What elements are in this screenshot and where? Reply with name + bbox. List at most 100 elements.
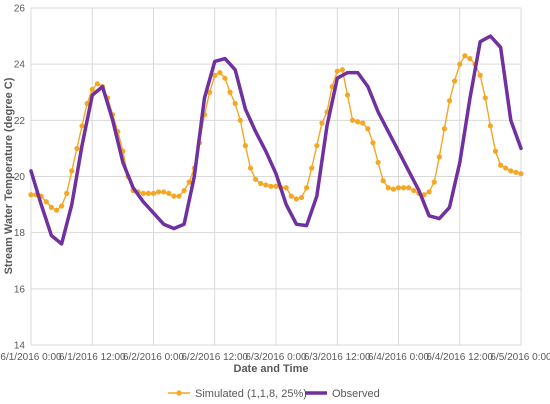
y-tick-label: 18 [14, 228, 26, 239]
simulated-point [477, 72, 483, 78]
simulated-point [48, 204, 55, 210]
x-tick-label: 6/5/2016 0:00 [490, 352, 550, 363]
simulated-point [217, 69, 223, 76]
legend: Simulated (1,1,8, 25%) Observed [168, 388, 380, 400]
simulated-point [508, 168, 514, 174]
legend-label-observed: Observed [332, 388, 380, 400]
simulated-point [84, 100, 90, 107]
simulated-point [457, 61, 463, 67]
simulated-point [79, 123, 85, 129]
simulated-point [181, 187, 187, 194]
y-tick-label: 16 [14, 284, 26, 295]
simulated-point [446, 98, 453, 104]
x-tick-label: 6/2/2016 12:00 [181, 352, 248, 363]
y-tick-label: 22 [14, 116, 26, 127]
simulated-point [176, 193, 182, 199]
simulated-point [145, 190, 151, 196]
simulated-point [227, 89, 233, 95]
y-tick-label: 24 [14, 60, 26, 71]
simulated-point [487, 123, 493, 129]
simulated-point [252, 176, 259, 182]
simulated-point [401, 185, 407, 191]
simulated-point [288, 193, 294, 199]
simulated-point [59, 203, 65, 209]
x-tick-label: 6/1/2016 0:00 [0, 352, 62, 363]
simulated-point [375, 159, 381, 166]
x-tick-label: 6/3/2016 12:00 [304, 352, 371, 363]
simulated-point [53, 207, 60, 213]
simulated-point [395, 185, 402, 191]
x-tick-label: 6/4/2016 12:00 [426, 352, 493, 363]
simulated-point [390, 186, 396, 192]
simulated-point [385, 185, 391, 191]
y-tick-label: 14 [14, 341, 26, 352]
simulated-point [380, 178, 386, 184]
simulated-point [64, 190, 70, 196]
legend-label-simulated: Simulated (1,1,8, 25%) [195, 388, 307, 400]
simulated-point [431, 179, 437, 185]
simulated-point [339, 67, 345, 73]
x-tick-label: 6/3/2016 0:00 [245, 352, 307, 363]
simulated-point [482, 95, 488, 101]
simulated-point [263, 182, 269, 188]
simulated-point [232, 100, 238, 107]
simulated-point [186, 179, 192, 185]
simulated-point [283, 185, 289, 191]
simulated-point [247, 165, 254, 171]
simulated-point [452, 78, 458, 84]
simulated-point [497, 162, 504, 168]
simulated-point [140, 190, 146, 196]
simulated-point [293, 196, 300, 202]
simulated-point [370, 140, 376, 146]
simulated-point [258, 180, 264, 187]
simulated-point [360, 120, 366, 126]
simulated-point [89, 86, 95, 93]
x-tick-label: 6/4/2016 0:00 [368, 352, 430, 363]
simulated-point [207, 89, 213, 95]
simulated-point [161, 189, 167, 195]
simulated-point [365, 126, 371, 132]
simulated-point [518, 171, 524, 177]
x-tick-labels: 6/1/2016 0:006/1/2016 12:006/2/2016 0:00… [0, 352, 550, 363]
y-tick-labels: 14 16 18 20 22 24 26 [14, 4, 26, 352]
simulated-point [411, 187, 417, 194]
simulated-point [344, 92, 351, 98]
simulated-point [513, 169, 519, 175]
simulated-point [298, 194, 305, 201]
legend-marker-simulated [176, 390, 182, 396]
simulated-point [237, 117, 243, 123]
simulated-point [304, 185, 310, 191]
simulated-point [355, 119, 361, 125]
series-layer [28, 34, 524, 246]
simulated-point [349, 117, 356, 123]
observed-series-line [29, 34, 523, 246]
legend-item-observed: Observed [305, 388, 380, 400]
simulated-point [309, 165, 315, 171]
simulated-point [166, 190, 172, 196]
simulated-point [273, 183, 279, 189]
simulated-point [319, 120, 325, 126]
x-tick-label: 6/2/2016 0:00 [123, 352, 185, 363]
simulated-point [94, 81, 100, 87]
simulated-point [69, 168, 75, 174]
simulated-point [242, 143, 248, 149]
x-tick-label: 6/1/2016 12:00 [59, 352, 126, 363]
simulated-point [74, 145, 80, 152]
simulated-point [441, 126, 448, 132]
simulated-point [156, 189, 162, 195]
simulated-point [314, 143, 320, 149]
simulated-point [268, 183, 274, 189]
y-tick-label: 20 [14, 172, 26, 183]
simulated-point [150, 190, 157, 196]
x-axis-title: Date and Time [234, 363, 309, 375]
simulated-point [462, 53, 468, 59]
simulated-point [436, 154, 442, 160]
simulated-point [492, 148, 499, 154]
y-axis-title: Stream Water Temperature (degree C) [3, 77, 15, 274]
simulated-point [171, 193, 177, 199]
simulated-point [467, 55, 473, 62]
legend-item-simulated: Simulated (1,1,8, 25%) [168, 388, 307, 400]
simulated-point [503, 165, 509, 171]
simulated-point [222, 75, 228, 81]
